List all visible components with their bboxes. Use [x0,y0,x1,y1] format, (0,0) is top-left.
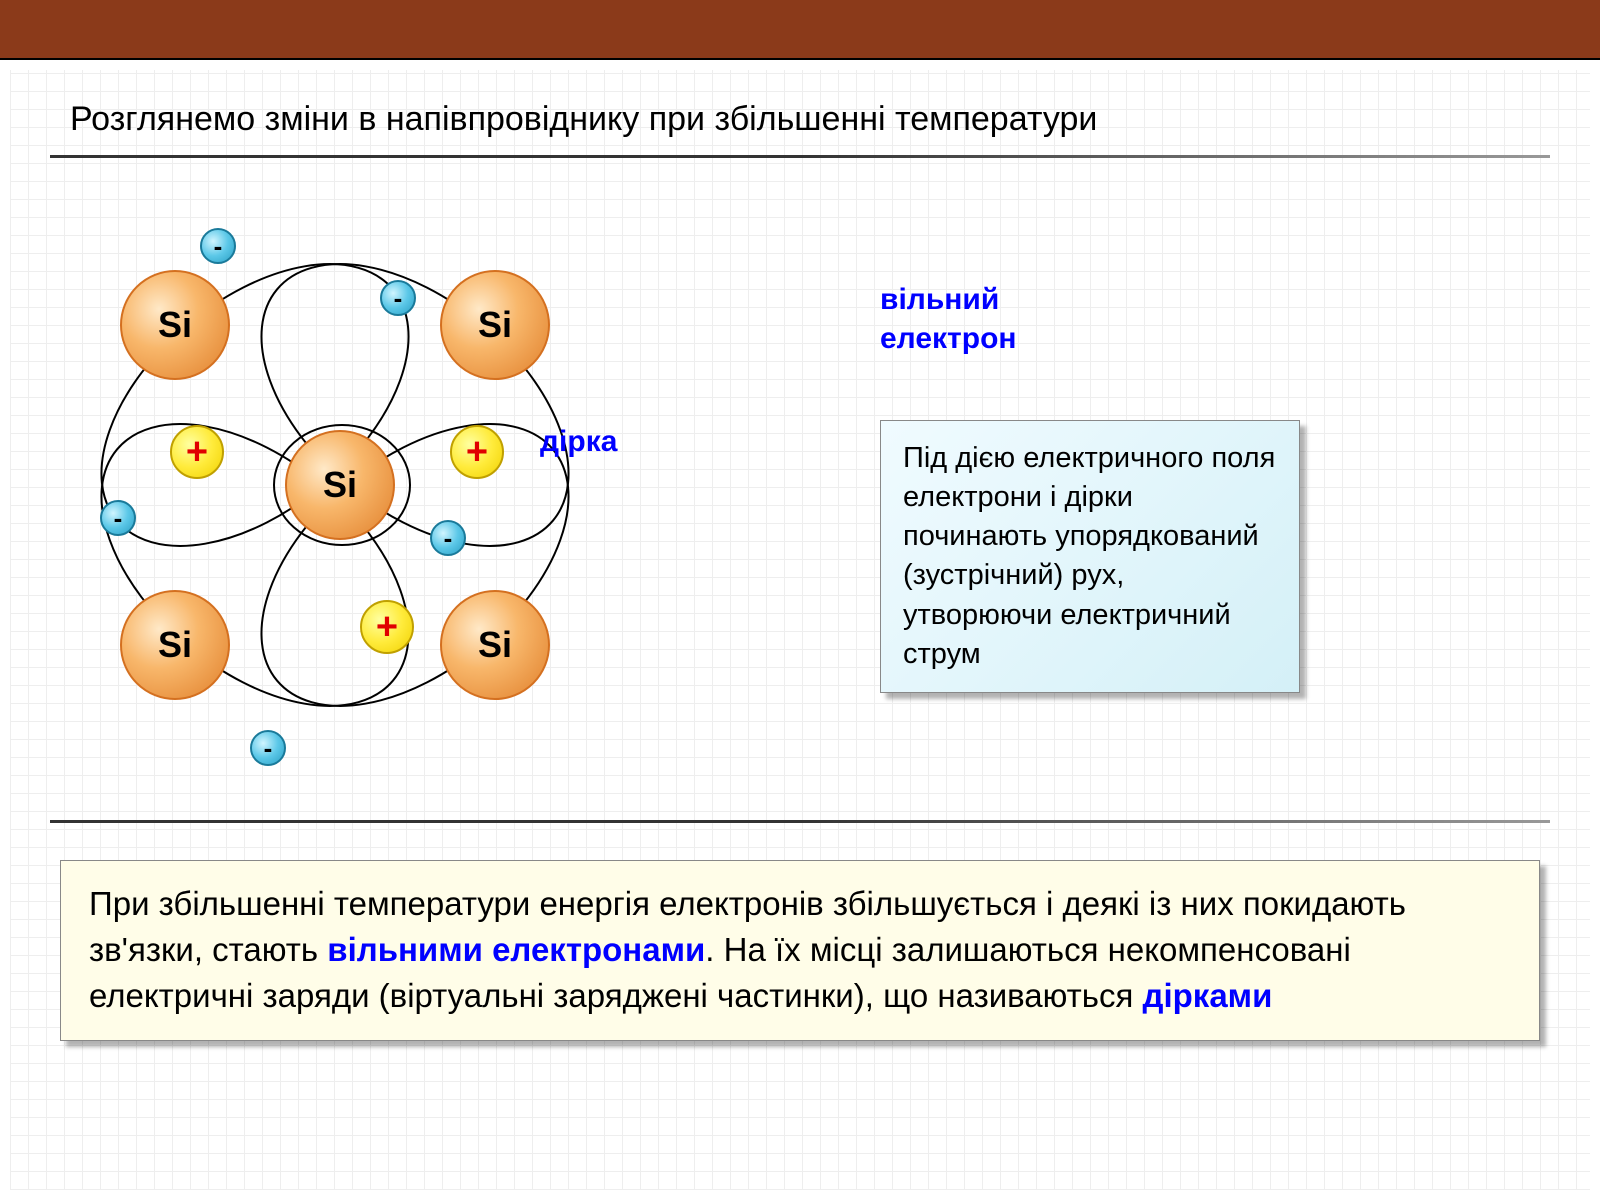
keyword-free-electrons: вільними електронами [327,931,705,968]
si-atom: Si [120,590,230,700]
bottom-explanation-box: При збільшенні температури енергія елект… [60,860,1540,1041]
hole: + [360,600,414,654]
hole: + [450,425,504,479]
label-free-electron: вільний електрон [880,280,1017,358]
divider-top [50,155,1550,158]
si-atom: Si [285,430,395,540]
info-box-text: Під дією електричного поля електрони і д… [903,442,1275,670]
semiconductor-diagram: Si Si Si Si Si + + + - - - - - [60,220,640,800]
info-box-right: Під дією електричного поля електрони і д… [880,420,1300,693]
electron: - [200,228,236,264]
hole: + [170,425,224,479]
electron: - [100,500,136,536]
content-area: Розглянемо зміни в напівпровіднику при з… [10,70,1590,1190]
label-dirka: дірка [540,425,617,459]
si-atom: Si [120,270,230,380]
electron: - [430,520,466,556]
keyword-holes: дірками [1143,977,1273,1014]
orbit-ellipse [60,369,460,761]
divider-bottom [50,820,1550,823]
free-electron-line2: електрон [880,322,1017,355]
top-bar [0,0,1600,60]
free-electron-line1: вільний [880,283,999,316]
si-atom: Si [440,270,550,380]
page-title: Розглянемо зміни в напівпровіднику при з… [70,100,1097,139]
electron: - [380,280,416,316]
electron: - [250,730,286,766]
orbit-ellipse [60,220,460,601]
si-atom: Si [440,590,550,700]
